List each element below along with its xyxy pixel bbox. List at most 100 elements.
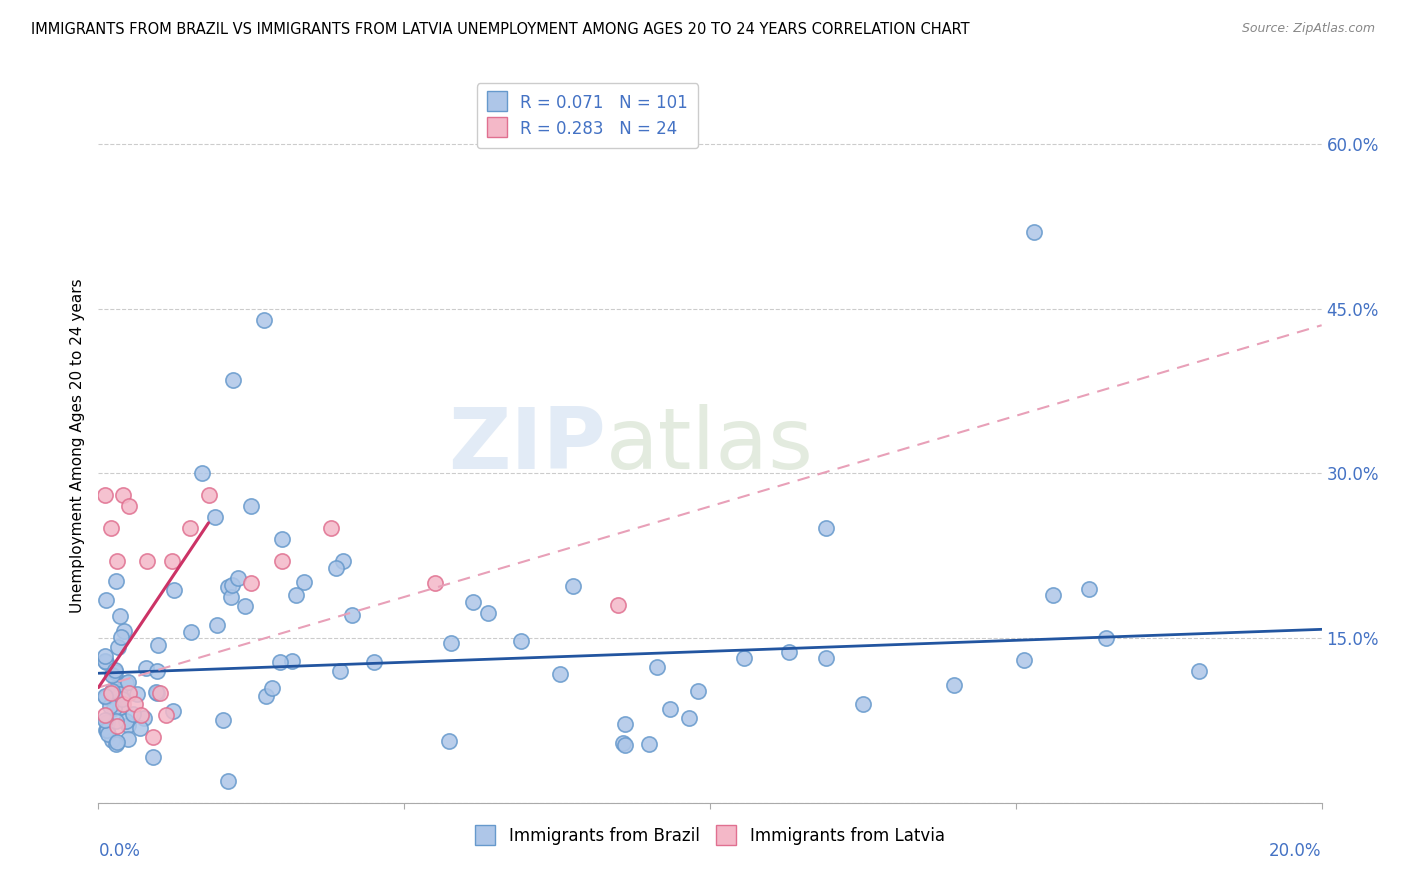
Point	[217, 773, 239, 788]
Point	[217, 580, 239, 594]
Point	[115, 676, 138, 690]
Point	[1024, 225, 1046, 239]
Point	[329, 664, 352, 678]
Point	[93, 488, 115, 502]
Point	[93, 654, 115, 668]
Point	[145, 685, 167, 699]
Point	[219, 590, 242, 604]
Point	[614, 717, 637, 731]
Point	[104, 665, 127, 679]
Point	[162, 704, 184, 718]
Point	[733, 650, 755, 665]
Point	[269, 655, 291, 669]
Point	[94, 690, 117, 704]
Point	[221, 577, 243, 591]
Point	[117, 731, 139, 746]
Point	[101, 684, 124, 698]
Text: Source: ZipAtlas.com: Source: ZipAtlas.com	[1241, 22, 1375, 36]
Point	[105, 735, 128, 749]
Text: 0.0%: 0.0%	[98, 842, 141, 860]
Point	[437, 734, 460, 748]
Point	[510, 633, 533, 648]
Point	[332, 554, 354, 568]
Point	[197, 488, 219, 502]
Point	[363, 655, 385, 669]
Point	[319, 521, 342, 535]
Point	[93, 713, 115, 727]
Point	[96, 715, 118, 730]
Point	[104, 737, 127, 751]
Point	[778, 645, 800, 659]
Point	[117, 718, 139, 732]
Point	[111, 697, 134, 711]
Point	[129, 721, 152, 735]
Point	[281, 654, 304, 668]
Point	[110, 700, 132, 714]
Point	[340, 608, 363, 623]
Point	[226, 571, 249, 585]
Point	[211, 713, 233, 727]
Point	[135, 660, 157, 674]
Point	[222, 373, 245, 387]
Text: ZIP: ZIP	[449, 404, 606, 488]
Point	[1042, 587, 1064, 601]
Point	[562, 579, 585, 593]
Point	[94, 593, 117, 607]
Point	[325, 561, 347, 575]
Point	[117, 674, 139, 689]
Point	[423, 576, 446, 591]
Point	[108, 687, 131, 701]
Text: 20.0%: 20.0%	[1270, 842, 1322, 860]
Point	[93, 648, 115, 663]
Point	[142, 730, 165, 744]
Point	[93, 708, 115, 723]
Point	[129, 708, 152, 723]
Point	[114, 714, 136, 728]
Point	[100, 521, 122, 535]
Point	[191, 467, 214, 481]
Point	[104, 663, 127, 677]
Point	[233, 599, 256, 613]
Point	[262, 681, 284, 695]
Point	[146, 664, 169, 678]
Point	[1077, 582, 1099, 597]
Point	[204, 510, 226, 524]
Point	[163, 583, 186, 598]
Point	[240, 500, 263, 514]
Point	[614, 739, 637, 753]
Point	[124, 697, 146, 711]
Point	[815, 651, 838, 665]
Point	[1094, 631, 1116, 645]
Point	[160, 554, 183, 568]
Point	[96, 727, 118, 741]
Point	[612, 736, 634, 750]
Point	[637, 737, 659, 751]
Point	[146, 686, 169, 700]
Point	[270, 533, 292, 547]
Point	[134, 711, 156, 725]
Point	[205, 618, 228, 632]
Point	[179, 521, 201, 535]
Point	[463, 595, 485, 609]
Point	[284, 588, 307, 602]
Point	[105, 554, 128, 568]
Point	[852, 697, 875, 711]
Point	[104, 714, 127, 728]
Point	[94, 655, 117, 669]
Point	[647, 660, 669, 674]
Point	[105, 719, 128, 733]
Point	[111, 488, 134, 502]
Point	[440, 636, 463, 650]
Point	[240, 576, 263, 591]
Point	[103, 701, 125, 715]
Point	[254, 689, 277, 703]
Point	[118, 500, 141, 514]
Point	[104, 574, 127, 588]
Point	[659, 701, 682, 715]
Legend: Immigrants from Brazil, Immigrants from Latvia: Immigrants from Brazil, Immigrants from …	[468, 821, 952, 852]
Point	[104, 670, 127, 684]
Point	[107, 640, 129, 654]
Y-axis label: Unemployment Among Ages 20 to 24 years: Unemployment Among Ages 20 to 24 years	[70, 278, 86, 614]
Point	[607, 598, 630, 612]
Point	[136, 554, 159, 568]
